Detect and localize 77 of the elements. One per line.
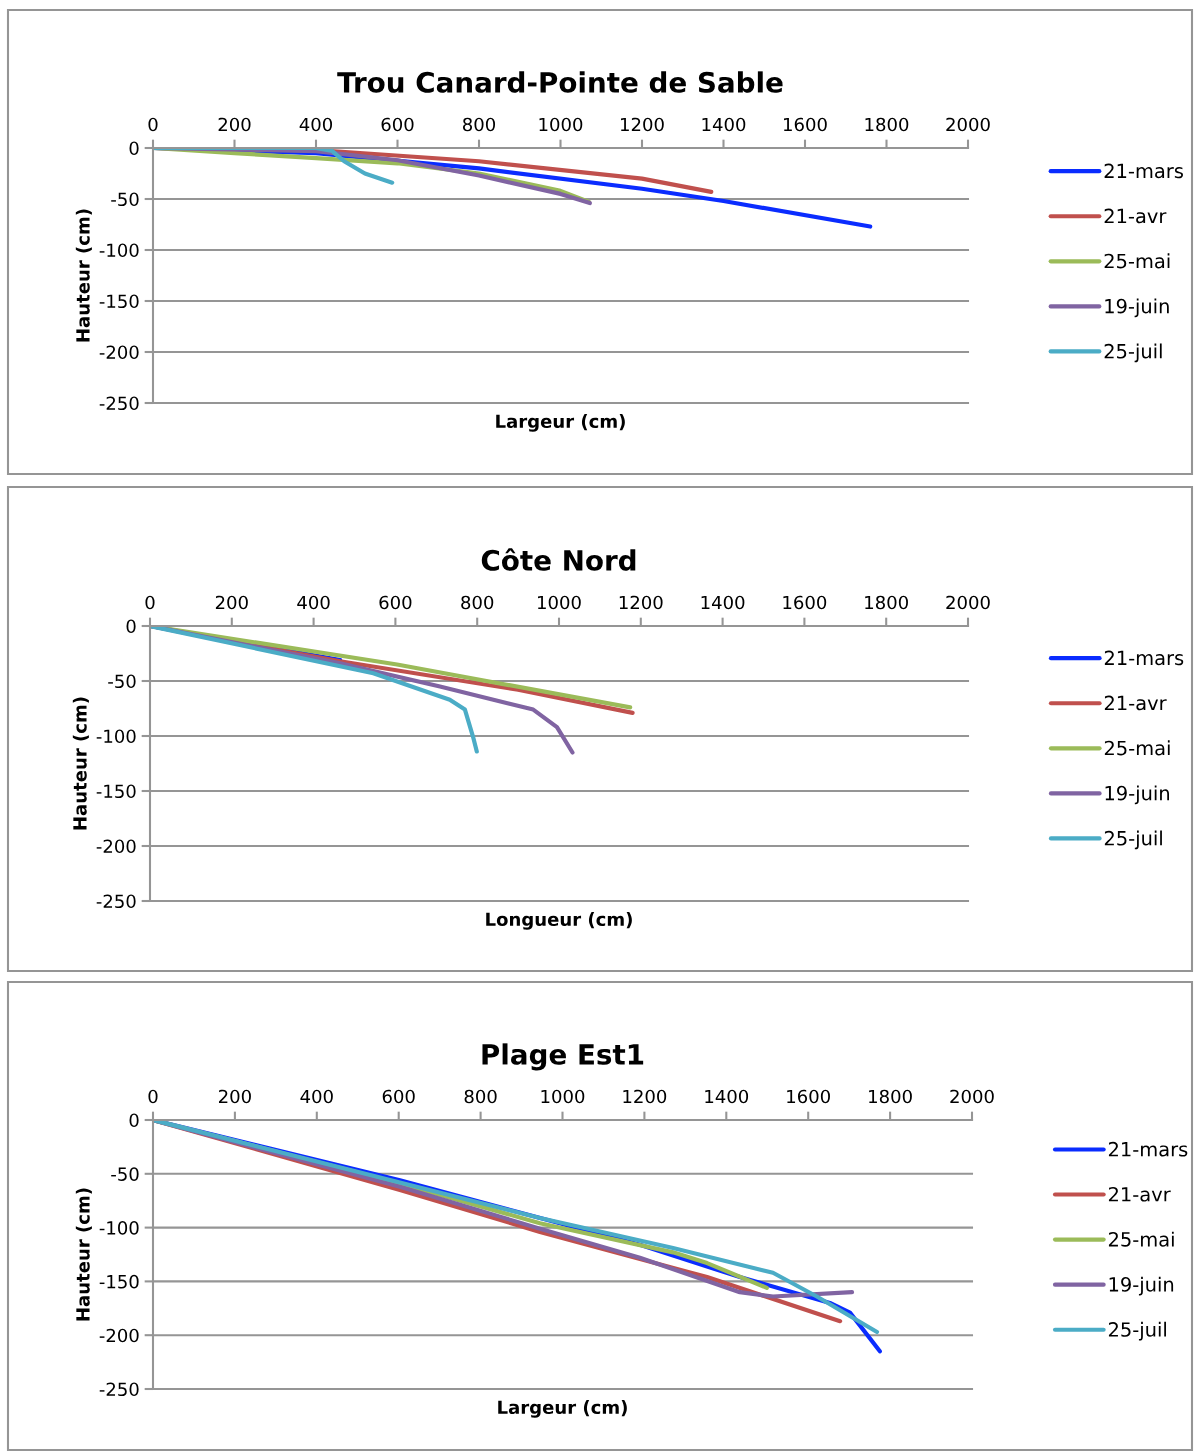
legend-label: 21-mars xyxy=(1104,163,1183,179)
x-tick-label: 200 xyxy=(218,117,251,132)
y-tick-label: 0 xyxy=(129,141,139,156)
y-tick-label: 0 xyxy=(129,1113,139,1128)
x-tick-label: 0 xyxy=(148,117,158,132)
x-tick-label: 2000 xyxy=(950,1089,994,1104)
legend-label: 21-avr xyxy=(1104,695,1167,711)
x-tick-label: 1400 xyxy=(701,595,745,610)
x-tick-label: 2000 xyxy=(946,117,990,132)
y-tick-label: -200 xyxy=(99,1328,139,1343)
y-tick-label: -100 xyxy=(96,729,136,744)
x-tick-label: 0 xyxy=(145,595,155,610)
x-tick-label: 400 xyxy=(299,117,333,132)
x-tick-label: 200 xyxy=(218,1089,251,1104)
x-tick-label: 1600 xyxy=(784,117,827,132)
legend-label: 19-juin xyxy=(1105,298,1169,318)
y-tick-label: -50 xyxy=(108,674,136,689)
legend-label: 25-mai xyxy=(1104,253,1170,269)
y-axis-title: Hauteur (cm) xyxy=(75,209,92,342)
x-tick-label: 1200 xyxy=(623,1089,667,1104)
y-tick-label: -100 xyxy=(99,243,139,258)
legend-label: 25-mai xyxy=(1108,1231,1174,1247)
x-tick-label: 800 xyxy=(462,117,496,132)
line-series xyxy=(150,626,479,754)
x-tick-label: 1000 xyxy=(539,117,583,132)
x-tick-label: 1600 xyxy=(787,1089,830,1104)
y-tick-label: -250 xyxy=(96,894,136,909)
x-tick-label: 400 xyxy=(297,595,330,610)
legend-label: 21-mars xyxy=(1104,650,1184,666)
x-tick-label: 1400 xyxy=(702,117,746,132)
y-tick-label: -150 xyxy=(99,1274,139,1289)
legend-label: 21-mars xyxy=(1108,1141,1188,1157)
y-tick-label: -200 xyxy=(99,345,139,360)
chart-title: Plage Est1 xyxy=(482,1043,644,1071)
y-tick-label: -50 xyxy=(111,1167,139,1181)
legend-label: 25-juil xyxy=(1108,1321,1166,1341)
y-tick-label: -250 xyxy=(99,396,139,411)
x-tick-label: 800 xyxy=(461,595,494,610)
chart-title: Côte Nord xyxy=(481,548,636,571)
x-tick-label: 1000 xyxy=(538,595,581,610)
x-tick-label: 1200 xyxy=(619,595,663,610)
x-tick-label: 600 xyxy=(382,1089,415,1104)
y-tick-label: -100 xyxy=(99,1221,139,1235)
x-tick-label: 200 xyxy=(215,595,248,610)
y-axis-title: Hauteur (cm) xyxy=(72,697,89,830)
x-tick-label: 1800 xyxy=(869,1089,912,1104)
legend-label: 25-juil xyxy=(1104,830,1162,850)
y-tick-label: 0 xyxy=(126,619,136,634)
x-axis-title: Longueur (cm) xyxy=(486,912,632,930)
x-tick-label: 2000 xyxy=(946,595,990,610)
legend-label: 21-avr xyxy=(1104,208,1167,224)
x-tick-label: 1800 xyxy=(865,595,908,610)
legend-label: 21-avr xyxy=(1108,1186,1171,1202)
x-tick-label: 1200 xyxy=(621,117,664,132)
legend-label: 25-mai xyxy=(1104,740,1170,756)
chart-title: Trou Canard-Pointe de Sable xyxy=(337,71,783,93)
y-tick-label: -200 xyxy=(96,839,136,854)
x-tick-label: 600 xyxy=(379,595,412,610)
y-tick-label: -150 xyxy=(99,294,139,309)
x-tick-label: 800 xyxy=(464,1089,497,1104)
legend-label: 25-juil xyxy=(1104,343,1162,363)
x-tick-label: 0 xyxy=(148,1089,158,1104)
legend-label: 19-juin xyxy=(1109,1276,1174,1296)
x-tick-label: 600 xyxy=(381,117,414,132)
x-axis-title: Largeur (cm) xyxy=(496,414,625,432)
x-tick-label: 400 xyxy=(300,1089,333,1104)
x-tick-label: 1000 xyxy=(541,1089,585,1104)
y-tick-label: -50 xyxy=(111,192,139,207)
legend-label: 19-juin xyxy=(1105,785,1169,805)
y-tick-label: -250 xyxy=(99,1382,139,1397)
y-tick-label: -150 xyxy=(96,784,136,799)
x-tick-label: 1600 xyxy=(783,595,827,610)
y-axis-title: Hauteur (cm) xyxy=(75,1188,92,1321)
x-tick-label: 1800 xyxy=(865,117,909,132)
x-axis-title: Largeur (cm) xyxy=(498,1400,627,1418)
x-tick-label: 1400 xyxy=(705,1089,749,1104)
line-series xyxy=(153,148,395,185)
